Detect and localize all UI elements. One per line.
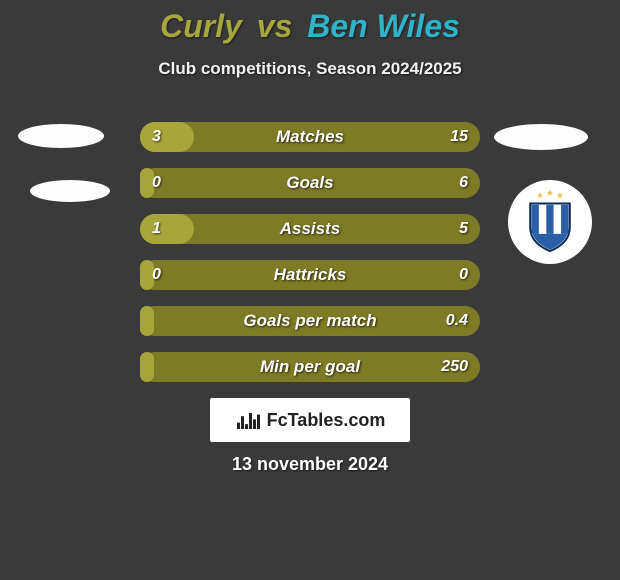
fctables-badge[interactable]: FcTables.com <box>210 398 410 442</box>
stat-value-left: 1 <box>152 214 161 244</box>
title-player-1: Curly <box>160 8 242 44</box>
stat-bar: 3Matches15 <box>140 122 480 152</box>
stat-bar: 0Hattricks0 <box>140 260 480 290</box>
stat-value-right: 0.4 <box>446 306 468 336</box>
stat-bar-fill <box>140 306 154 336</box>
title-vs: vs <box>257 8 293 44</box>
stat-bar-bg <box>140 352 480 382</box>
stat-bar: 1Assists5 <box>140 214 480 244</box>
stat-bar: Min per goal250 <box>140 352 480 382</box>
placeholder-oval <box>494 124 588 150</box>
fctables-text: FcTables.com <box>267 410 386 431</box>
stat-value-left: 3 <box>152 122 161 152</box>
stat-bars: 3Matches15 0Goals6 1Assists5 0Hattricks0 Goa… <box>140 122 480 398</box>
stat-bar: 0Goals6 <box>140 168 480 198</box>
stat-value-right: 0 <box>459 260 468 290</box>
stat-bar-bg <box>140 168 480 198</box>
stat-bar-bg <box>140 260 480 290</box>
stat-value-right: 250 <box>441 352 468 382</box>
stat-value-left: 0 <box>152 168 161 198</box>
stat-bar: Goals per match0.4 <box>140 306 480 336</box>
title: Curly vs Ben Wiles <box>0 0 620 45</box>
stat-value-right: 6 <box>459 168 468 198</box>
stat-bar-fill <box>140 122 194 152</box>
stat-value-left: 0 <box>152 260 161 290</box>
fctables-inner: FcTables.com <box>235 409 386 431</box>
stat-value-right: 5 <box>459 214 468 244</box>
stat-bar-fill <box>140 214 194 244</box>
stat-value-right: 15 <box>450 122 468 152</box>
fctables-bars-icon <box>235 409 261 431</box>
container: Curly vs Ben Wiles Club competitions, Se… <box>0 0 620 580</box>
subtitle: Club competitions, Season 2024/2025 <box>0 59 620 79</box>
placeholder-oval <box>30 180 110 202</box>
placeholder-oval <box>18 124 104 148</box>
club-crest <box>508 180 592 264</box>
date: 13 november 2024 <box>0 454 620 475</box>
stat-bar-bg <box>140 306 480 336</box>
stat-bar-fill <box>140 352 154 382</box>
title-player-2: Ben Wiles <box>307 8 460 44</box>
